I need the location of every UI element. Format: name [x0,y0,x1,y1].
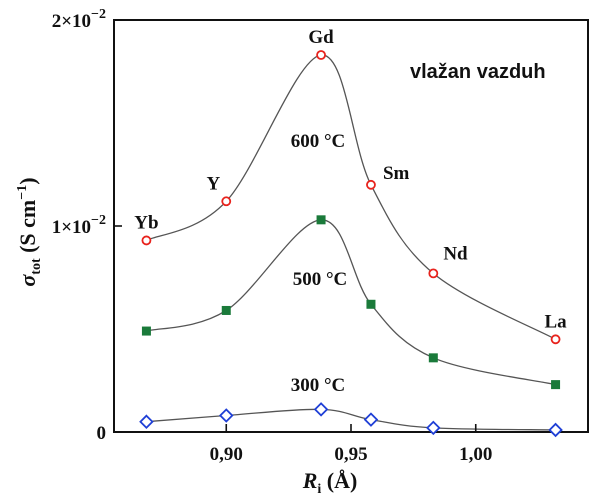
point-s1-4 [428,353,438,363]
element-label-2: Gd [308,27,334,48]
series-label-0: 600 °C [291,131,346,152]
x-axis-subscript: i [317,482,321,497]
y-axis-unit-close: ) [15,177,40,184]
point-s0-4 [428,268,439,279]
chart-labels: 0,90 0,95 1,00 0 1×10−2 2×10−2 Yb Y Gd Sm Nd La 600 … [52,7,567,465]
fit-curves [146,54,556,431]
x-axis-unit: (Å) [321,468,357,493]
point-s2-3 [363,412,379,427]
x-tick-label-0: 0,90 [210,444,243,465]
x-axis-symbol: R [302,468,318,493]
y-axis-title: σtot (S cm−1) [15,177,44,286]
point-s0-5 [550,334,561,345]
element-label-1: Y [207,173,221,194]
y-axis-symbol: σ [15,274,40,287]
element-label-0: Yb [134,212,158,233]
curve-series-1 [146,219,556,386]
series-label-1: 500 °C [293,269,348,290]
point-s1-1 [221,305,231,315]
point-s1-2 [316,215,326,225]
y-tick-label-1: 1×10−2 [52,213,106,238]
y-axis-unit-open: (S cm [15,200,40,259]
x-axis-title: Ri (Å) [302,468,358,497]
series-label-2: 300 °C [291,375,346,396]
point-s1-3 [366,299,376,309]
x-tick-label-2: 1,00 [459,444,492,465]
point-s0-1 [221,196,232,207]
point-s1-0 [141,326,151,336]
y-tick-label-0: 0 [97,423,107,444]
data-points [139,50,563,438]
point-s2-4 [426,420,441,436]
annotation: vlažan vazduh [410,61,546,83]
point-s2-1 [218,408,234,423]
point-s0-0 [141,235,152,246]
point-s2-2 [313,402,329,417]
x-tick-label-1: 0,95 [334,444,367,465]
point-s0-3 [366,179,376,190]
element-label-3: Sm [383,163,410,184]
point-s0-2 [316,50,326,60]
y-axis-subscript: tot [29,258,44,275]
point-s2-0 [139,414,154,429]
element-label-5: La [544,311,567,332]
y-tick-label-2: 2×10−2 [52,7,106,32]
y-axis-unit-sup: −1 [15,185,30,200]
curve-series-0 [146,54,556,340]
point-s1-5 [551,380,561,390]
point-s2-5 [548,422,563,438]
axis-ticks [114,19,477,433]
element-label-4: Nd [443,243,468,264]
